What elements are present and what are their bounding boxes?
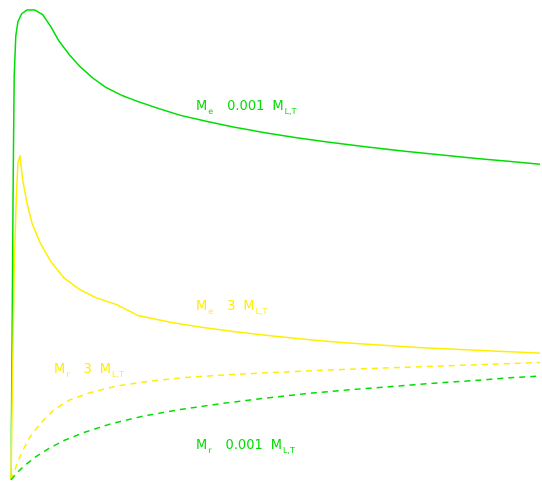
- series-label-1: Me 0.001 ML,T: [196, 99, 297, 116]
- series-line-4: [10, 375, 541, 481]
- series-label-3: Mr 3 ML,T: [54, 362, 124, 379]
- series-line-3: [10, 361, 541, 481]
- label-layer: Me 0.001 ML,T Me 3 ML,T Mr 3 ML,T Mr 0.001 ML,T: [54, 99, 297, 455]
- series-layer: [10, 9, 541, 481]
- series-label-4: Mr 0.001 ML,T: [196, 438, 295, 455]
- series-line-1: [10, 9, 541, 481]
- series-label-2: Me 3 ML,T: [196, 299, 268, 316]
- series-line-2: [10, 154, 541, 481]
